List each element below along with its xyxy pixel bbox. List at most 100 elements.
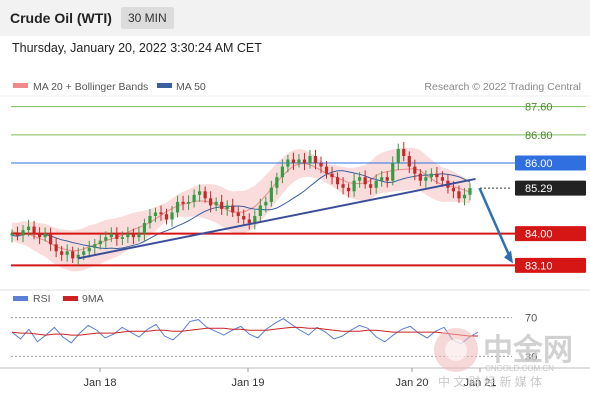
candle-body	[253, 216, 257, 224]
candle-body	[297, 159, 301, 164]
candle-body	[98, 240, 102, 245]
rsi-ma-legend-label: 9MA	[82, 293, 104, 305]
candle-body	[429, 173, 433, 178]
level-tag-86-00	[515, 155, 586, 171]
candle-body	[264, 201, 268, 206]
timeframe-button[interactable]: 30 MIN	[121, 7, 174, 29]
forecast-arrow-shaft	[478, 187, 512, 258]
candle-body	[457, 191, 461, 199]
time-label: Jan 20	[395, 377, 428, 389]
candle-body	[76, 254, 80, 259]
candle-body	[391, 163, 395, 181]
rsi-line	[11, 318, 479, 345]
candle-body	[269, 187, 273, 202]
candle-body	[291, 159, 296, 164]
candle-body	[385, 177, 389, 181]
level-label-84-00: 84.00	[525, 229, 553, 241]
candle-body	[198, 191, 202, 195]
candle-body	[335, 177, 340, 185]
time-label: Jan 18	[83, 377, 116, 389]
candle-body	[159, 212, 163, 215]
candle-body	[225, 205, 229, 209]
candle-body	[120, 237, 124, 239]
candle-body	[214, 201, 218, 206]
level-label-86-00: 86.00	[525, 158, 553, 170]
candle-body	[15, 233, 20, 236]
candle-body	[324, 166, 329, 174]
forecast-arrow-head	[504, 250, 513, 264]
rsi-ma-line	[11, 326, 478, 337]
candle-body	[60, 251, 64, 255]
candle-body	[275, 177, 279, 188]
candle-body	[115, 233, 119, 239]
watermark-tagline: 中 文 财 经 新 媒 体	[438, 374, 542, 389]
candle-body	[435, 173, 439, 178]
level-label-86-80: 86.80	[525, 130, 553, 142]
candle-body	[319, 163, 323, 167]
rsi-ma-legend-swatch	[63, 296, 78, 301]
candle-body	[49, 233, 53, 245]
candle-body	[451, 187, 456, 192]
rsi-level-label-70: 70	[525, 313, 537, 325]
candle-body	[10, 233, 14, 236]
timestamp: Thursday, January 20, 2022 3:30:24 AM CE…	[12, 41, 262, 55]
candle-body	[413, 166, 417, 174]
candle-body	[236, 212, 240, 216]
candle-body	[137, 233, 141, 238]
rsi-level-label-30: 30	[525, 351, 537, 363]
candle-body	[192, 194, 196, 202]
candle-body	[164, 214, 169, 220]
level-tag-84-00	[515, 226, 586, 242]
level-label-85-29: 85.29	[525, 183, 553, 195]
candle-body	[369, 184, 373, 188]
candle-body	[424, 177, 428, 181]
candle-body	[26, 226, 31, 231]
candle-body	[131, 233, 135, 238]
watermark-brand: 中金网	[483, 333, 573, 367]
candle-body	[142, 223, 147, 234]
candle-body	[54, 244, 58, 252]
rsi-legend-swatch	[13, 296, 28, 301]
candle-body	[93, 244, 97, 248]
candle-body	[380, 177, 384, 181]
candle-body	[313, 156, 318, 164]
chart-header	[0, 0, 590, 36]
candle-body	[302, 159, 307, 164]
rsi-legend-label: RSI	[33, 293, 51, 305]
candle-body	[175, 201, 180, 213]
candle-body	[363, 177, 367, 185]
level-label-87-60: 87.60	[525, 102, 553, 114]
candle-body	[65, 251, 69, 255]
candle-body	[258, 205, 262, 216]
research-credit: Research © 2022 Trading Central	[424, 81, 581, 93]
candle-body	[396, 148, 400, 164]
candle-body	[308, 156, 312, 164]
candle-body	[203, 191, 207, 199]
level-label-83-10: 83.10	[525, 260, 553, 272]
candle-body	[104, 237, 108, 241]
candle-body	[153, 212, 158, 216]
candle-body	[468, 188, 472, 195]
trendline	[78, 177, 476, 260]
candle-body	[82, 251, 86, 255]
candle-body	[109, 233, 113, 238]
candle-body	[43, 233, 47, 238]
candle-body	[440, 177, 445, 181]
ma50-legend-swatch	[157, 83, 172, 88]
candle-body	[21, 230, 25, 236]
candle-body	[186, 201, 191, 204]
instrument-title: Crude Oil (WTI)	[10, 10, 112, 26]
candle-body	[402, 148, 406, 156]
candle-body	[32, 226, 36, 234]
candle-body	[330, 173, 334, 178]
candle-body	[418, 173, 422, 181]
watermark-logo-inner	[445, 339, 467, 361]
candle-body	[181, 201, 185, 204]
time-label: Jan 19	[231, 377, 264, 389]
level-tag-85-29	[515, 180, 586, 196]
ma20-legend-label: MA 20 + Bollinger Bands	[33, 81, 148, 93]
candle-body	[352, 180, 356, 192]
candle-body	[209, 198, 213, 206]
ma20-legend-swatch	[13, 83, 28, 88]
